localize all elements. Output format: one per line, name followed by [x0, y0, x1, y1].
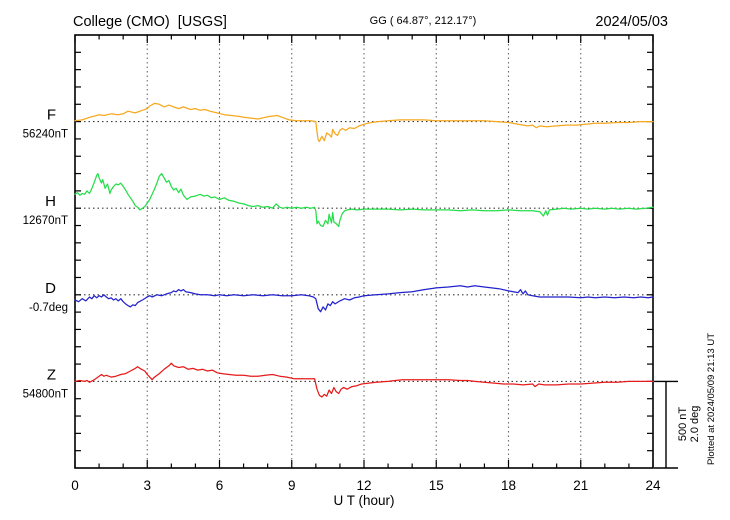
channel-baseline-F: 56240nT	[23, 129, 68, 141]
x-tick-label: 24	[645, 478, 661, 493]
scalebar-deg-label: 2.0 deg	[689, 406, 701, 443]
x-axis-title: U T (hour)	[333, 493, 394, 508]
trace-Z	[74, 362, 654, 398]
scalebar-nt-label: 500 nT	[677, 407, 689, 442]
channel-letter-H: H	[45, 193, 56, 210]
channel-label-Z: Z 54800nT	[23, 366, 68, 400]
geographic-coordinates-label: GG ( 64.87°, 212.17°)	[370, 15, 477, 27]
trace-H	[74, 172, 654, 228]
channel-letter-D: D	[45, 280, 56, 297]
plot-frame	[74, 34, 654, 469]
channel-baseline-Z: 54800nT	[23, 388, 68, 400]
channel-baseline-H: 12670nT	[23, 215, 68, 227]
trace-D	[74, 285, 654, 313]
trace-F	[74, 102, 654, 143]
x-tick-label: 12	[356, 478, 371, 493]
channel-baseline-D: -0.7deg	[29, 302, 68, 314]
x-tick-label: 3	[143, 478, 151, 493]
plotted-at-label: Plotted at 2024/05/09 21:13 UT	[706, 333, 717, 465]
channel-label-D: D -0.7deg	[29, 280, 68, 314]
x-tick-label: 21	[573, 478, 588, 493]
channel-letter-Z: Z	[47, 366, 56, 383]
x-tick-label: 15	[429, 478, 444, 493]
plot-render-layer: 0 3 6 9 12 15 18 21 24	[71, 34, 678, 493]
x-tick-label: 6	[216, 478, 224, 493]
x-tick-label: 18	[501, 478, 516, 493]
x-tick-label: 0	[71, 478, 79, 493]
date-label: 2024/05/03	[595, 14, 668, 30]
x-tick-label: 9	[288, 478, 296, 493]
channel-label-H: H 12670nT	[23, 193, 68, 227]
channel-label-F: F 56240nT	[23, 107, 68, 141]
channel-letter-F: F	[47, 107, 56, 124]
observatory-title: College (CMO) [USGS]	[73, 14, 227, 30]
